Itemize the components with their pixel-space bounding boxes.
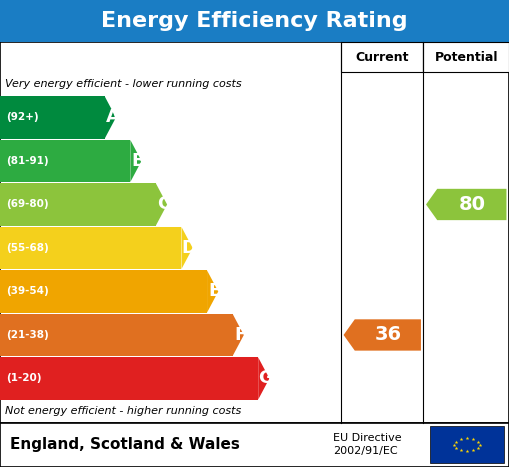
Text: Very energy efficient - lower running costs: Very energy efficient - lower running co… — [5, 79, 242, 89]
Bar — [0, 140, 130, 182]
Polygon shape — [156, 184, 167, 226]
Polygon shape — [207, 270, 218, 312]
Text: Energy Efficiency Rating: Energy Efficiency Rating — [101, 11, 408, 31]
Text: (1-20): (1-20) — [6, 374, 42, 383]
Text: (92+): (92+) — [6, 113, 39, 122]
Bar — [0, 227, 182, 269]
Bar — [0, 423, 509, 467]
Bar — [423, 42, 509, 72]
Text: Not energy efficient - higher running costs: Not energy efficient - higher running co… — [5, 406, 241, 417]
Bar — [0, 0, 509, 42]
Polygon shape — [344, 319, 421, 351]
Polygon shape — [105, 97, 116, 139]
Polygon shape — [130, 140, 142, 182]
Text: 80: 80 — [458, 195, 486, 214]
Bar — [430, 426, 504, 463]
Text: C: C — [157, 196, 171, 213]
Bar — [0, 357, 258, 399]
Polygon shape — [233, 314, 244, 356]
Text: (69-80): (69-80) — [6, 199, 49, 210]
Text: G: G — [259, 369, 273, 388]
Bar — [341, 42, 423, 72]
Text: 36: 36 — [374, 325, 402, 345]
Text: England, Scotland & Wales: England, Scotland & Wales — [10, 437, 240, 453]
Text: F: F — [234, 326, 246, 344]
Bar — [0, 97, 105, 139]
Text: B: B — [131, 152, 145, 170]
Bar — [0, 270, 207, 312]
Text: Current: Current — [355, 51, 409, 64]
Text: (21-38): (21-38) — [6, 330, 49, 340]
Text: E: E — [209, 283, 221, 300]
Polygon shape — [182, 227, 193, 269]
Text: (81-91): (81-91) — [6, 156, 49, 166]
Text: Potential: Potential — [435, 51, 498, 64]
Text: (55-68): (55-68) — [6, 243, 49, 253]
Bar — [0, 42, 509, 423]
Text: EU Directive
2002/91/EC: EU Directive 2002/91/EC — [333, 433, 402, 456]
Text: D: D — [182, 239, 197, 257]
Polygon shape — [258, 357, 269, 399]
Bar — [0, 184, 156, 226]
Text: A: A — [106, 108, 120, 127]
Text: (39-54): (39-54) — [6, 286, 49, 297]
Bar — [0, 314, 233, 356]
Polygon shape — [426, 189, 506, 220]
